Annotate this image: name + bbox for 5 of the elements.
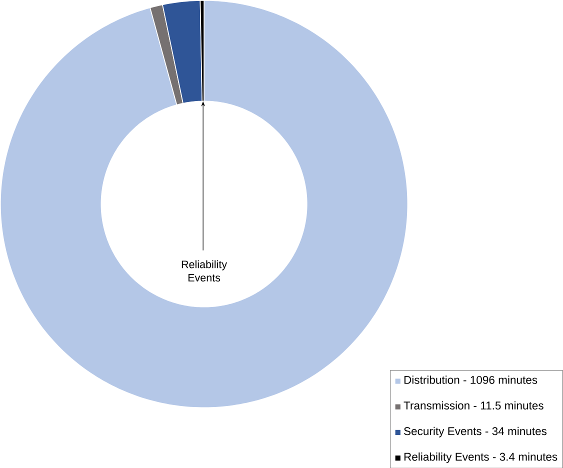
legend-label: Transmission - 11.5 minutes bbox=[404, 401, 544, 410]
legend-label: Distribution - 1096 minutes bbox=[404, 375, 538, 384]
legend-label: Reliability Events - 3.4 minutes bbox=[404, 452, 558, 463]
legend-label: Security Events - 34 minutes bbox=[404, 426, 547, 438]
text: Reliability Events bbox=[182, 260, 228, 282]
